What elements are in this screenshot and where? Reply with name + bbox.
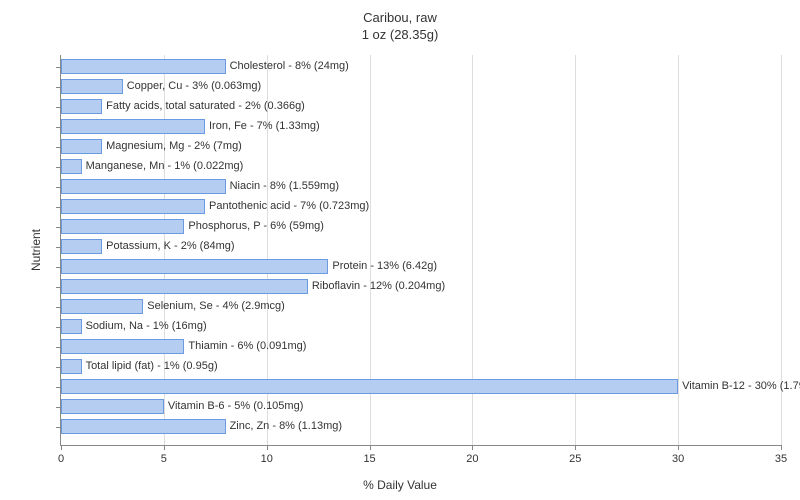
bar	[61, 299, 143, 314]
bar-label: Zinc, Zn - 8% (1.13mg)	[226, 419, 342, 434]
x-tick	[781, 445, 782, 450]
bar-label: Cholesterol - 8% (24mg)	[226, 59, 349, 74]
bar	[61, 419, 226, 434]
bar-label: Niacin - 8% (1.559mg)	[226, 179, 339, 194]
bar	[61, 59, 226, 74]
bar	[61, 179, 226, 194]
bar	[61, 359, 82, 374]
bar-label: Sodium, Na - 1% (16mg)	[82, 319, 207, 334]
bar	[61, 199, 205, 214]
bar	[61, 279, 308, 294]
x-tick	[267, 445, 268, 450]
x-tick-label: 10	[261, 453, 273, 465]
x-axis-label: % Daily Value	[363, 478, 437, 492]
bar	[61, 219, 184, 234]
bar	[61, 79, 123, 94]
bar	[61, 259, 328, 274]
x-tick-label: 25	[569, 453, 581, 465]
y-axis-label: Nutrient	[29, 229, 43, 271]
bar-label: Thiamin - 6% (0.091mg)	[184, 339, 306, 354]
bar-label: Fatty acids, total saturated - 2% (0.366…	[102, 99, 305, 114]
bar-label: Magnesium, Mg - 2% (7mg)	[102, 139, 242, 154]
chart-title: Caribou, raw 1 oz (28.35g)	[0, 0, 800, 44]
x-tick-label: 30	[672, 453, 684, 465]
x-tick-label: 20	[466, 453, 478, 465]
bar-label: Phosphorus, P - 6% (59mg)	[184, 219, 324, 234]
x-tick	[472, 445, 473, 450]
x-tick	[370, 445, 371, 450]
bar	[61, 159, 82, 174]
x-tick-label: 0	[58, 453, 64, 465]
bar	[61, 139, 102, 154]
x-tick-label: 5	[161, 453, 167, 465]
bar-label: Selenium, Se - 4% (2.9mcg)	[143, 299, 285, 314]
bar	[61, 379, 678, 394]
title-line-2: 1 oz (28.35g)	[0, 27, 800, 44]
bar	[61, 239, 102, 254]
bar	[61, 319, 82, 334]
bar-label: Total lipid (fat) - 1% (0.95g)	[82, 359, 218, 374]
x-tick	[678, 445, 679, 450]
x-tick	[164, 445, 165, 450]
bar	[61, 119, 205, 134]
nutrient-chart: Caribou, raw 1 oz (28.35g) Nutrient 0510…	[0, 0, 800, 500]
bar	[61, 399, 164, 414]
bar-label: Protein - 13% (6.42g)	[328, 259, 437, 274]
bar-label: Copper, Cu - 3% (0.063mg)	[123, 79, 262, 94]
x-tick-label: 15	[363, 453, 375, 465]
bar-label: Manganese, Mn - 1% (0.022mg)	[82, 159, 244, 174]
bar-label: Vitamin B-6 - 5% (0.105mg)	[164, 399, 304, 414]
bar-label: Potassium, K - 2% (84mg)	[102, 239, 234, 254]
bar	[61, 99, 102, 114]
bar-label: Pantothenic acid - 7% (0.723mg)	[205, 199, 369, 214]
x-tick-label: 35	[775, 453, 787, 465]
plot-area: 05101520253035Cholesterol - 8% (24mg)Cop…	[60, 55, 781, 446]
bar-label: Vitamin B-12 - 30% (1.79mcg)	[678, 379, 800, 394]
title-line-1: Caribou, raw	[0, 10, 800, 27]
x-tick	[575, 445, 576, 450]
bar-label: Riboflavin - 12% (0.204mg)	[308, 279, 445, 294]
x-tick	[61, 445, 62, 450]
bar-label: Iron, Fe - 7% (1.33mg)	[205, 119, 320, 134]
bar	[61, 339, 184, 354]
